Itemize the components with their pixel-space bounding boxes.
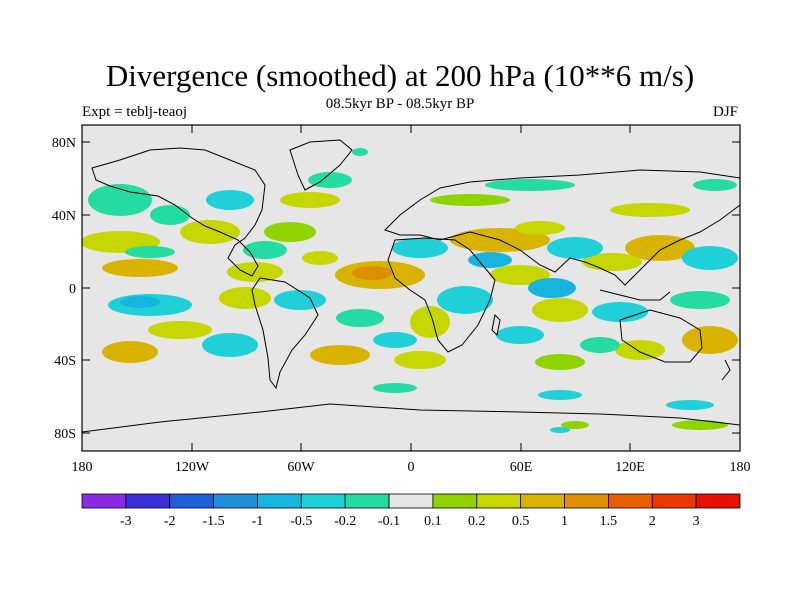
y-tick-80n: 80N — [52, 136, 76, 151]
colorbar-box — [81, 493, 127, 509]
x-tick-60w: 60W — [287, 460, 315, 475]
season-label: DJF — [712, 104, 738, 120]
colorbar-label: -0.2 — [334, 514, 356, 529]
colorbar-box — [257, 493, 302, 509]
y-tick-40n: 40N — [52, 209, 76, 224]
colorbar-label: -1.5 — [203, 514, 225, 529]
x-tick-120w: 120W — [175, 460, 210, 475]
experiment-label: Expt = teblj-teaoj — [82, 104, 188, 120]
colorbar-box — [695, 493, 741, 509]
colorbar-labels: -3 -2 -1.5 -1 -0.5 -0.2 -0.1 0.1 0.2 0.5 1 1.5 2 3 — [120, 514, 700, 529]
y-tick-0: 0 — [69, 282, 76, 297]
colorbar-label: -1 — [252, 514, 264, 529]
colorbar-label: 3 — [693, 514, 700, 529]
colorbar-box — [564, 493, 609, 509]
colorbar-box — [169, 493, 215, 509]
negative-divergence-regions — [88, 148, 738, 433]
colorbar-label: -2 — [164, 514, 176, 529]
colorbar-label: 1.5 — [600, 514, 618, 529]
plot-subtitle: 08.5kyr BP - 08.5kyr BP — [325, 96, 475, 112]
colorbar-label: 2 — [649, 514, 656, 529]
map-background — [82, 125, 740, 451]
x-tick-120e: 120E — [615, 460, 645, 475]
x-axis — [81, 125, 741, 451]
colorbar-box — [432, 493, 478, 509]
map-area — [82, 125, 740, 451]
colorbar-label: -0.5 — [290, 514, 312, 529]
colorbar-box — [125, 493, 171, 509]
y-tick-80s: 80S — [54, 427, 76, 442]
colorbar-box — [344, 493, 390, 509]
colorbar-label: 1 — [561, 514, 568, 529]
colorbar-label: -0.1 — [378, 514, 400, 529]
colorbar-box — [300, 493, 346, 509]
colorbar-label: -3 — [120, 514, 132, 529]
y-tick-40s: 40S — [54, 354, 76, 369]
colorbar-label: 0.1 — [424, 514, 442, 529]
x-tick-0: 0 — [408, 460, 415, 475]
positive-divergence-regions — [82, 192, 738, 430]
coastlines — [82, 139, 740, 433]
y-axis — [82, 141, 740, 434]
colorbar-label: 0.5 — [512, 514, 530, 529]
x-tick-180e: 180 — [730, 460, 751, 475]
colorbar-box — [213, 493, 258, 509]
x-tick-180w: 180 — [72, 460, 93, 475]
colorbar-label: 0.2 — [468, 514, 486, 529]
colorbar-box — [388, 493, 434, 509]
colorbar-box — [476, 493, 522, 509]
plot-title: Divergence (smoothed) at 200 hPa (10**6 … — [105, 58, 695, 93]
x-tick-60e: 60E — [510, 460, 533, 475]
colorbar-box — [608, 493, 653, 509]
colorbar-box — [520, 493, 565, 509]
colorbar — [81, 493, 741, 509]
colorbar-box — [651, 493, 697, 509]
